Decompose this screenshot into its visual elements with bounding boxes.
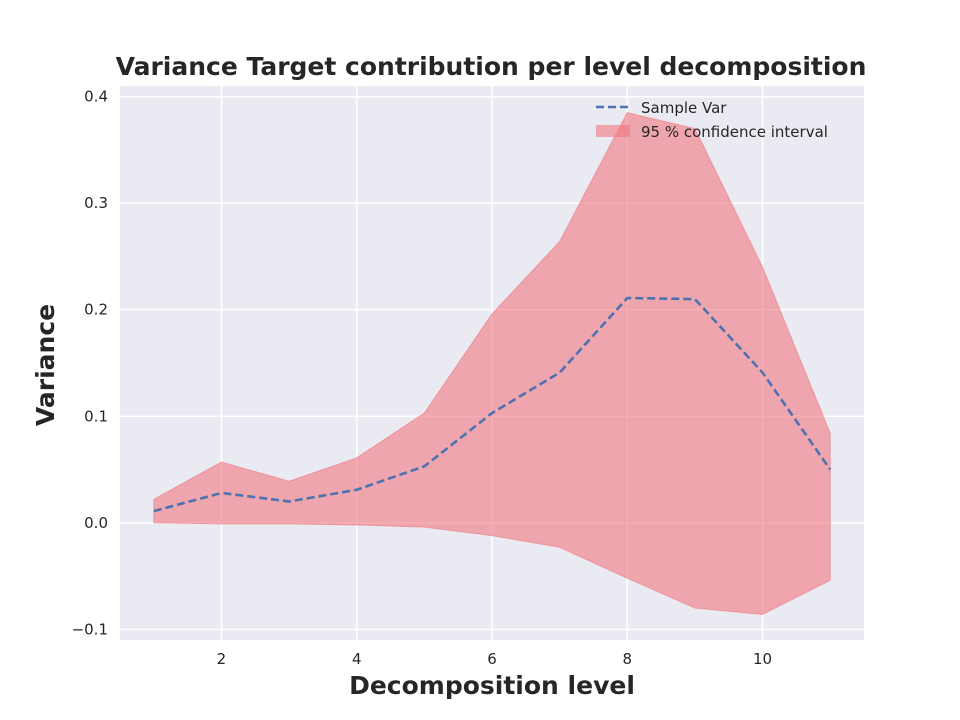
y-axis-label: Variance xyxy=(31,304,60,426)
x-tick-label: 8 xyxy=(622,650,632,668)
confidence-interval-band xyxy=(153,112,831,615)
x-tick-label: 6 xyxy=(487,650,497,668)
y-tick-label: 0.1 xyxy=(84,407,108,425)
x-tick-label: 2 xyxy=(217,650,227,668)
confidence-band-layer xyxy=(153,112,831,615)
legend-label-sample-var: Sample Var xyxy=(641,99,727,117)
x-tick-labels: 2 4 6 8 10 xyxy=(217,650,772,668)
chart-title: Variance Target contribution per level d… xyxy=(116,52,867,81)
y-tick-labels: −0.1 0.0 0.1 0.2 0.3 0.4 xyxy=(72,88,108,639)
series-line-layer xyxy=(153,296,832,513)
y-tick-label: 0.3 xyxy=(84,194,108,212)
x-axis-label: Decomposition level xyxy=(349,671,635,700)
x-tick-label: 10 xyxy=(753,650,772,668)
series-line-sample-var xyxy=(153,296,832,513)
y-tick-label: 0.0 xyxy=(84,514,108,532)
legend-label-confidence-interval: 95 % confidence interval xyxy=(641,123,828,141)
y-tick-label: 0.4 xyxy=(84,88,108,106)
legend: Sample Var 95 % confidence interval xyxy=(596,99,828,141)
y-tick-label: 0.2 xyxy=(84,301,108,319)
legend-swatch-confidence-interval xyxy=(596,125,630,137)
x-tick-label: 4 xyxy=(352,650,362,668)
y-tick-label: −0.1 xyxy=(72,620,108,638)
